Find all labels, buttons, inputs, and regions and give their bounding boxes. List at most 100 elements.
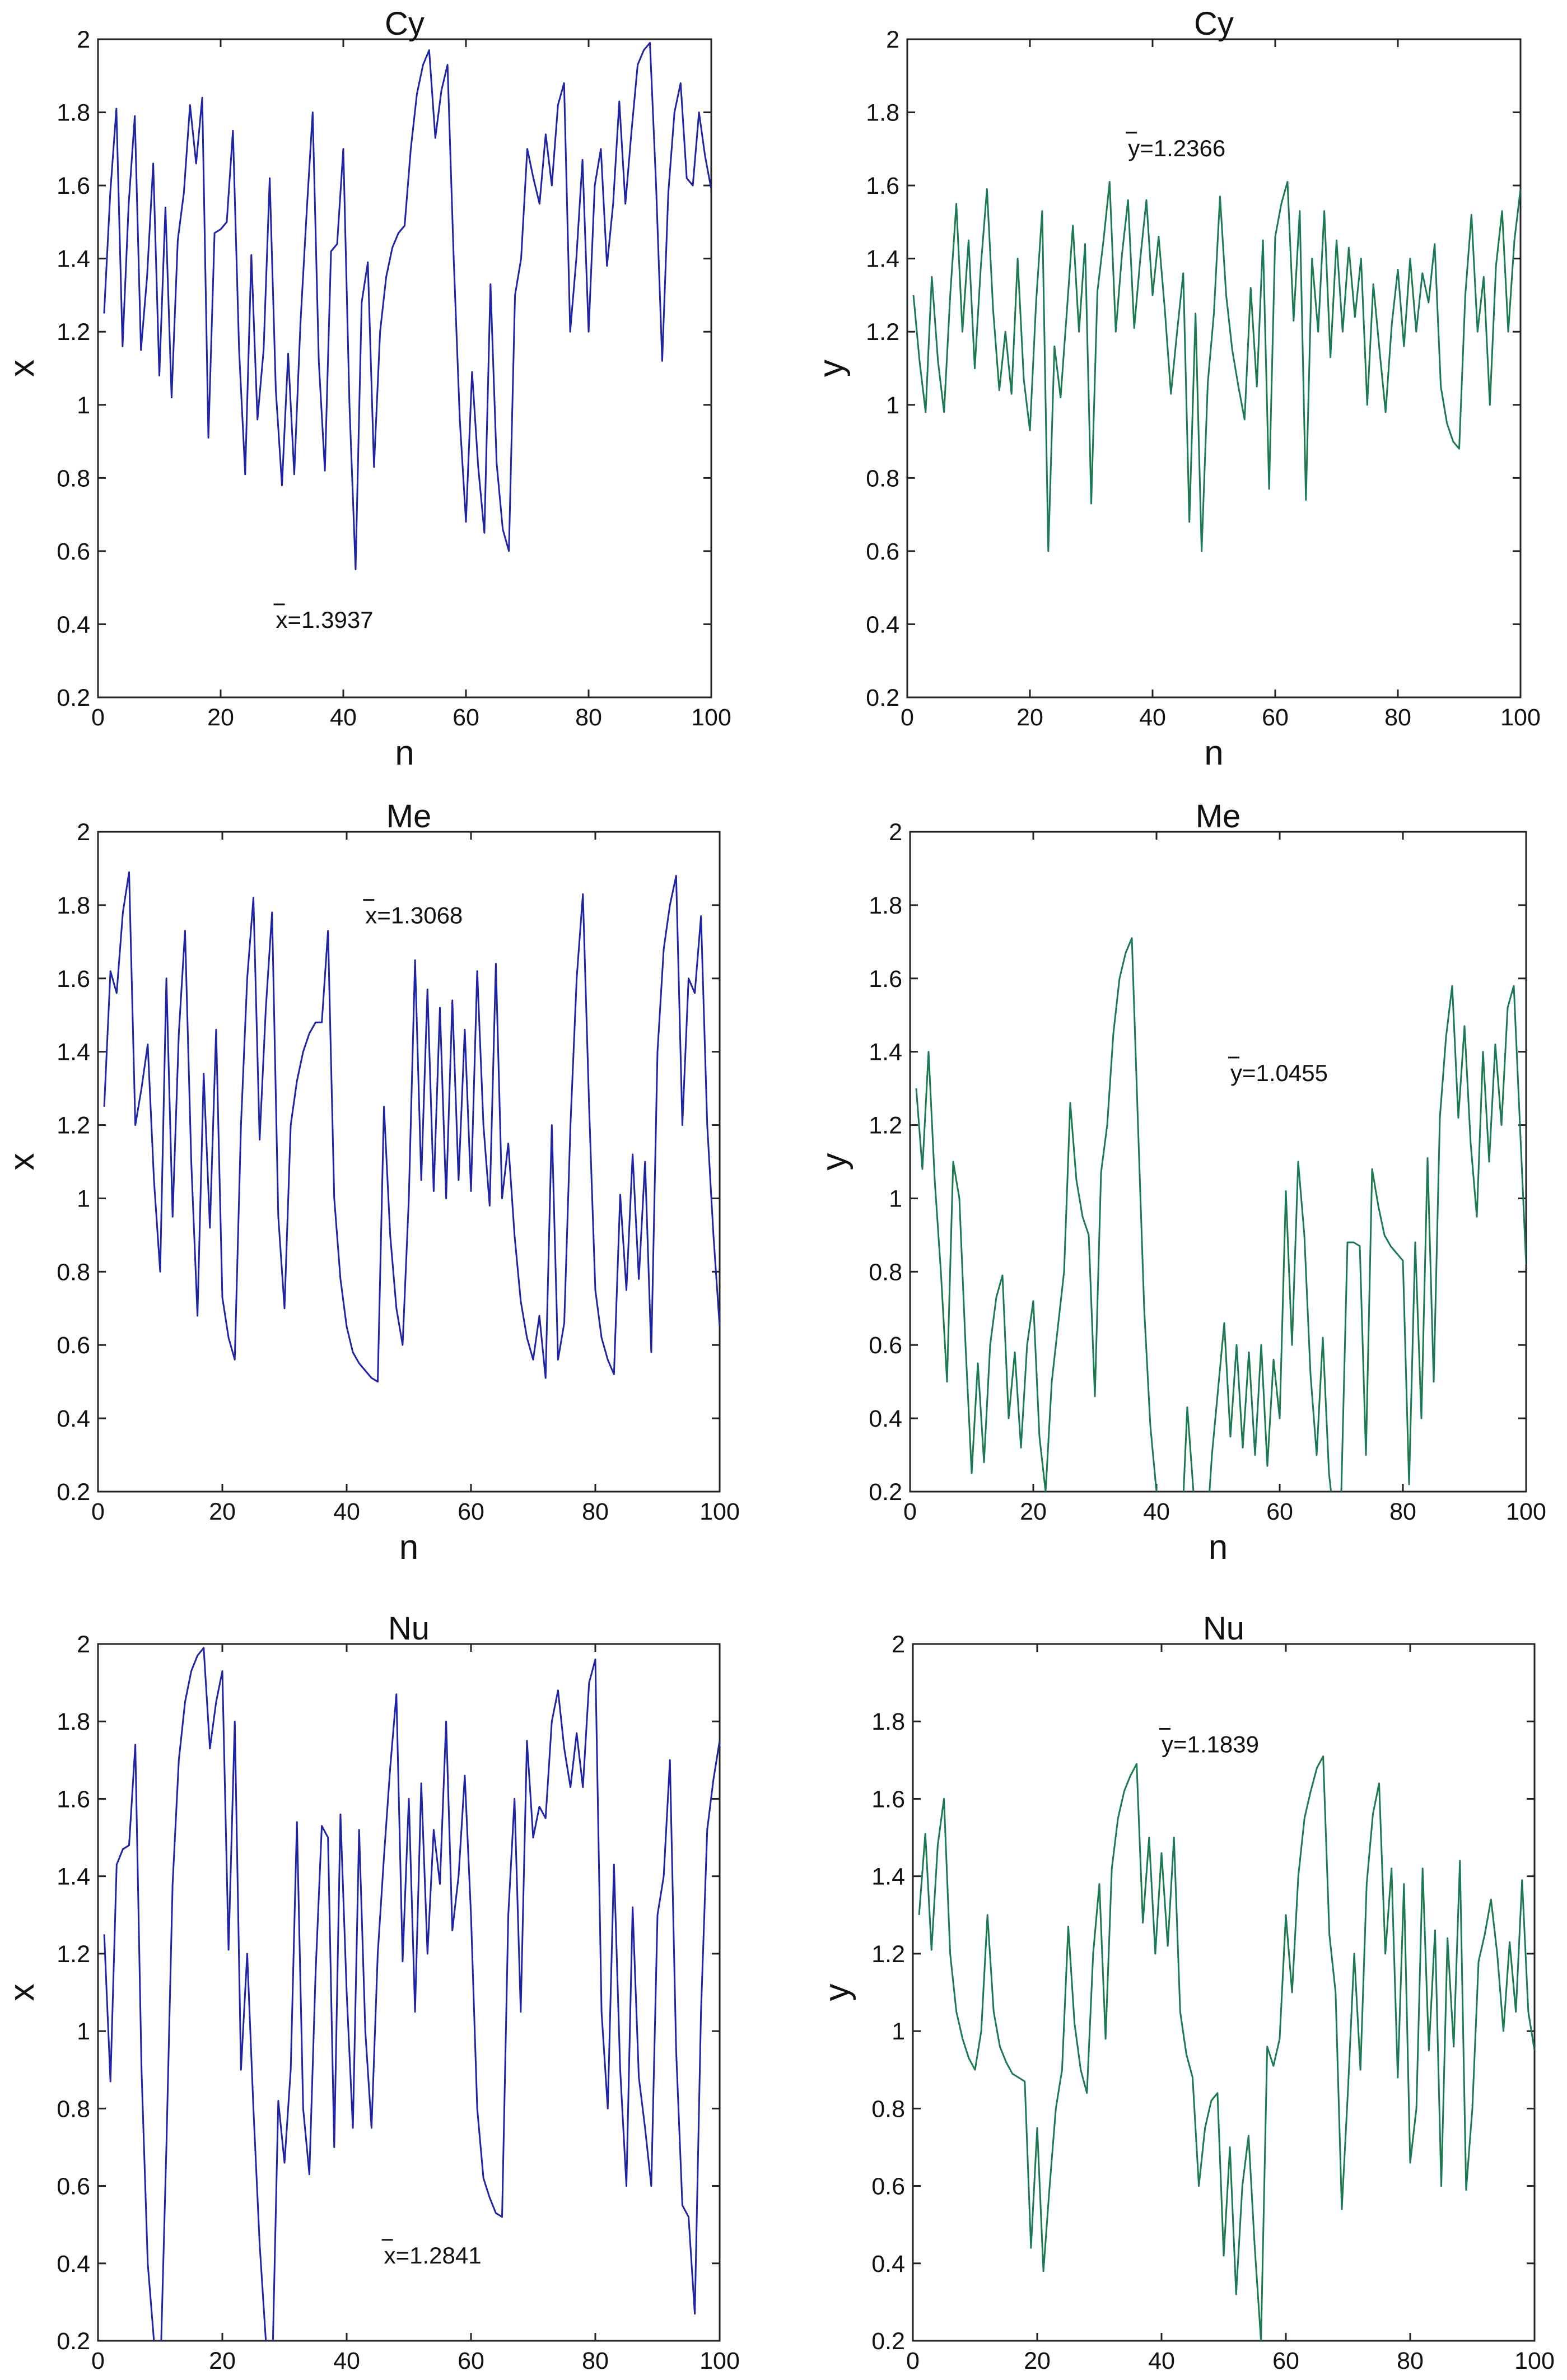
y-tick-label: 2 bbox=[77, 1631, 90, 1658]
chart-title: Nu bbox=[388, 1610, 430, 1647]
x-tick-label: 20 bbox=[1024, 2348, 1051, 2374]
x-tick-label: 0 bbox=[906, 2348, 920, 2374]
y-tick-label: 0.2 bbox=[57, 2328, 90, 2355]
y-tick-label: 0.2 bbox=[871, 2328, 905, 2355]
chart-panel-3: 0 20 40 60 80 100 0.2 0.4 0.6 0.8 1 1.2 1.4 1.6 1.8 2 Me… bbox=[3, 798, 740, 1567]
y-tick-label: 1.6 bbox=[866, 173, 899, 199]
chart-panel-4: 0 20 40 60 80 100 0.2 0.4 0.6 0.8 1 1.2 1.4 1.6 1.8 2 Me… bbox=[815, 798, 1546, 1567]
y-tick-label: 1.4 bbox=[871, 1864, 905, 1890]
y-axis-label: x bbox=[3, 1153, 41, 1171]
y-tick-label: 1.6 bbox=[57, 966, 90, 993]
x-tick-label: 0 bbox=[903, 1498, 917, 1525]
y-tick-label: 1.2 bbox=[866, 319, 899, 346]
y-tick-label: 1.8 bbox=[871, 1708, 905, 1735]
y-tick-label: 0.8 bbox=[57, 1259, 90, 1286]
y-tick-label: 0.6 bbox=[57, 538, 90, 565]
y-tick-label: 1.4 bbox=[57, 1039, 90, 1066]
y-tick-label: 1.4 bbox=[866, 246, 899, 273]
x-tick-label: 100 bbox=[1514, 2348, 1555, 2374]
x-tick-label: 20 bbox=[207, 704, 234, 731]
y-tick-label: 0.4 bbox=[869, 1405, 902, 1432]
y-tick-label: 1.2 bbox=[57, 319, 90, 346]
data-series-line bbox=[103, 871, 720, 1383]
y-tick-label: 0.2 bbox=[866, 684, 899, 711]
x-tick-label: 20 bbox=[1020, 1498, 1047, 1525]
chart-title: Cy bbox=[385, 6, 425, 42]
x-tick-label: 100 bbox=[1506, 1498, 1546, 1525]
y-tick-label: 2 bbox=[77, 819, 90, 846]
chart-panel-1: 0 20 40 60 80 100 0.2 0.4 0.6 0.8 1 1.2 1.4 1.6 1.8 2 Cy… bbox=[3, 6, 731, 772]
y-axis-label: y bbox=[815, 1153, 854, 1171]
x-tick-label: 80 bbox=[1384, 704, 1411, 731]
x-tick-label: 60 bbox=[1262, 704, 1289, 731]
y-tick-label: 1.8 bbox=[869, 892, 902, 919]
x-tick-label: 60 bbox=[1266, 1498, 1293, 1525]
y-axis-label: x bbox=[3, 360, 41, 377]
y-tick-label: 2 bbox=[892, 1631, 905, 1658]
y-tick-label: 1.4 bbox=[57, 246, 90, 273]
y-tick-label: 0.6 bbox=[57, 2173, 90, 2200]
y-tick-label: 1.2 bbox=[57, 1112, 90, 1139]
y-axis-label: y bbox=[818, 1984, 856, 2001]
y-tick-label: 1.8 bbox=[57, 1708, 90, 1735]
y-tick-label: 1.4 bbox=[869, 1039, 902, 1066]
y-axis-label: y bbox=[812, 360, 851, 377]
x-tick-label: 0 bbox=[91, 704, 105, 731]
chart-panel-6: 0 20 40 60 80 100 0.2 0.4 0.6 0.8 1 1.2 1.4 1.6 1.8 2 Nu… bbox=[818, 1610, 1555, 2380]
y-tick-label: 1 bbox=[77, 2018, 90, 2045]
y-tick-label: 0.4 bbox=[866, 611, 899, 638]
x-tick-label: 0 bbox=[901, 704, 914, 731]
x-tick-label: 40 bbox=[333, 2348, 360, 2374]
y-tick-label: 0.4 bbox=[57, 1405, 90, 1432]
y-tick-label: 0.6 bbox=[871, 2173, 905, 2200]
plot-frame bbox=[97, 1643, 721, 2342]
x-tick-label: 40 bbox=[1139, 704, 1166, 731]
y-tick-label: 1 bbox=[892, 2018, 905, 2045]
y-tick-label: 1 bbox=[886, 392, 899, 419]
chart-panel-5: 0 20 40 60 80 100 0.2 0.4 0.6 0.8 1 1.2 1.4 1.6 1.8 2 Nu… bbox=[3, 1610, 740, 2380]
x-tick-label: 80 bbox=[575, 704, 602, 731]
mean-annotation: x=1.2841 bbox=[384, 2242, 482, 2269]
y-tick-label: 1.6 bbox=[869, 966, 902, 993]
y-tick-label: 0.4 bbox=[57, 611, 90, 638]
x-tick-label: 60 bbox=[458, 2348, 484, 2374]
y-tick-label: 1.6 bbox=[57, 173, 90, 199]
data-series-line bbox=[912, 181, 1521, 552]
y-tick-label: 2 bbox=[886, 26, 899, 53]
data-series-line bbox=[103, 1647, 720, 2341]
y-tick-label: 1.8 bbox=[866, 100, 899, 127]
x-tick-label: 20 bbox=[209, 2348, 236, 2374]
x-axis-label: n bbox=[399, 1528, 418, 1567]
y-tick-label: 2 bbox=[889, 819, 902, 846]
x-tick-label: 60 bbox=[1272, 2348, 1299, 2374]
x-tick-label: 100 bbox=[691, 704, 731, 731]
y-tick-label: 0.8 bbox=[871, 2095, 905, 2122]
chart-panel-2: 0 20 40 60 80 100 0.2 0.4 0.6 0.8 1 1.2 1.4 1.6 1.8 2 Cy… bbox=[812, 6, 1541, 772]
y-tick-label: 1.2 bbox=[869, 1112, 902, 1139]
y-tick-label: 1 bbox=[889, 1185, 902, 1212]
x-tick-label: 100 bbox=[699, 1498, 740, 1525]
mean-annotation: y=1.0455 bbox=[1230, 1060, 1328, 1086]
y-axis-label: x bbox=[3, 1984, 41, 2001]
y-tick-label: 0.8 bbox=[57, 465, 90, 492]
y-tick-label: 1 bbox=[77, 1185, 90, 1212]
y-tick-label: 1.2 bbox=[57, 1941, 90, 1968]
y-tick-label: 1.4 bbox=[57, 1864, 90, 1890]
x-tick-label: 40 bbox=[330, 704, 357, 731]
y-tick-label: 1.6 bbox=[57, 1786, 90, 1813]
plot-frame bbox=[97, 38, 712, 698]
y-tick-label: 1.8 bbox=[57, 892, 90, 919]
x-tick-label: 80 bbox=[1397, 2348, 1424, 2374]
y-tick-label: 0.4 bbox=[57, 2251, 90, 2277]
x-tick-label: 0 bbox=[91, 1498, 105, 1525]
y-tick-label: 0.2 bbox=[869, 1479, 902, 1506]
x-tick-label: 100 bbox=[1500, 704, 1541, 731]
x-tick-label: 0 bbox=[91, 2348, 105, 2374]
x-axis-label: n bbox=[1214, 2377, 1233, 2380]
y-tick-label: 0.2 bbox=[57, 684, 90, 711]
y-tick-label: 1.6 bbox=[871, 1786, 905, 1813]
y-tick-label: 0.8 bbox=[869, 1259, 902, 1286]
mean-annotation: y=1.1839 bbox=[1162, 1731, 1259, 1758]
x-tick-label: 20 bbox=[1016, 704, 1043, 731]
